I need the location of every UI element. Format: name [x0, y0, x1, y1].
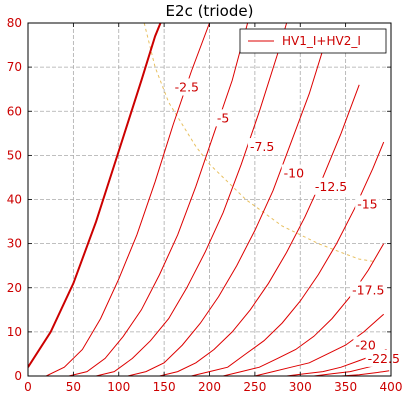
x-tick-label: 50	[66, 380, 81, 394]
x-tick-label: 350	[334, 380, 357, 394]
series-line	[222, 243, 385, 376]
curve-label-bg	[172, 78, 202, 96]
x-tick-label: 300	[289, 380, 312, 394]
curve-label-group: -10	[281, 164, 307, 182]
series-line	[127, 40, 327, 376]
x-tick-label: 250	[243, 380, 266, 394]
curve-label-group: -17.5	[350, 281, 387, 299]
series-line	[45, 23, 210, 376]
curve-label: -22.5	[368, 351, 400, 366]
curve-label-group: -22.5	[365, 349, 402, 367]
curve-label-group: -12.5	[312, 177, 350, 195]
legend: HV1_I+HV2_I	[239, 28, 387, 54]
x-tick-label: 200	[198, 380, 221, 394]
curve-label: -5	[217, 110, 229, 125]
y-tick-label: 50	[7, 148, 22, 162]
curve-label-bg	[355, 195, 380, 213]
curve-label-bg	[247, 138, 277, 156]
curve-label: -7.5	[250, 139, 274, 154]
curve-label-bg	[353, 336, 378, 354]
x-tick-label: 400	[380, 380, 403, 394]
curve-label: -2.5	[175, 79, 199, 94]
y-tick-label: 0	[14, 369, 22, 383]
series-line	[341, 370, 390, 376]
curve-label-group: -20	[353, 336, 378, 354]
curve-label-group: -15	[355, 195, 380, 213]
curve-label: -12.5	[315, 179, 347, 194]
curve-label-bg	[281, 164, 307, 182]
tick-layer: 0 50 100 150 200 250 300 350 400 0 10 20 30 40 50 60 70 8…	[7, 16, 403, 394]
y-tick-label: 70	[7, 60, 22, 74]
curve-label: -10	[284, 166, 304, 181]
legend-entry: HV1_I+HV2_I	[282, 34, 361, 48]
y-tick-label: 20	[7, 281, 22, 295]
series-line	[159, 84, 360, 376]
curve-label-group: -7.5	[247, 138, 277, 156]
curve-label-bg	[350, 281, 387, 299]
curve-label-layer: -2.5 -5 -7.5 -10 -12.5 -15 -17.5 -20-22.5	[172, 78, 402, 367]
x-tick-label: 0	[24, 380, 32, 394]
series-line	[95, 23, 288, 376]
x-tick-label: 100	[107, 380, 130, 394]
x-tick-label: 150	[153, 380, 176, 394]
curve-label-bg	[312, 177, 350, 195]
load-line	[143, 23, 373, 262]
curve-label-bg	[365, 349, 402, 367]
chart-title: E2c (triode)	[166, 2, 254, 20]
curve-label: -17.5	[352, 282, 384, 297]
y-tick-label: 30	[7, 237, 22, 251]
y-tick-label: 80	[7, 16, 22, 30]
y-tick-label: 60	[7, 104, 22, 118]
series-line	[254, 313, 385, 376]
series-line-bold	[28, 23, 162, 368]
curve-label-group: -5	[214, 109, 232, 127]
curve-label-group: -2.5	[172, 78, 202, 96]
grid-layer	[28, 23, 391, 376]
load-line-layer	[143, 23, 373, 262]
y-tick-label: 40	[7, 193, 22, 207]
curve-label-bg	[214, 109, 232, 127]
curve-label: -15	[357, 196, 377, 211]
y-tick-label: 10	[7, 325, 22, 339]
curve-label: -20	[355, 338, 375, 353]
